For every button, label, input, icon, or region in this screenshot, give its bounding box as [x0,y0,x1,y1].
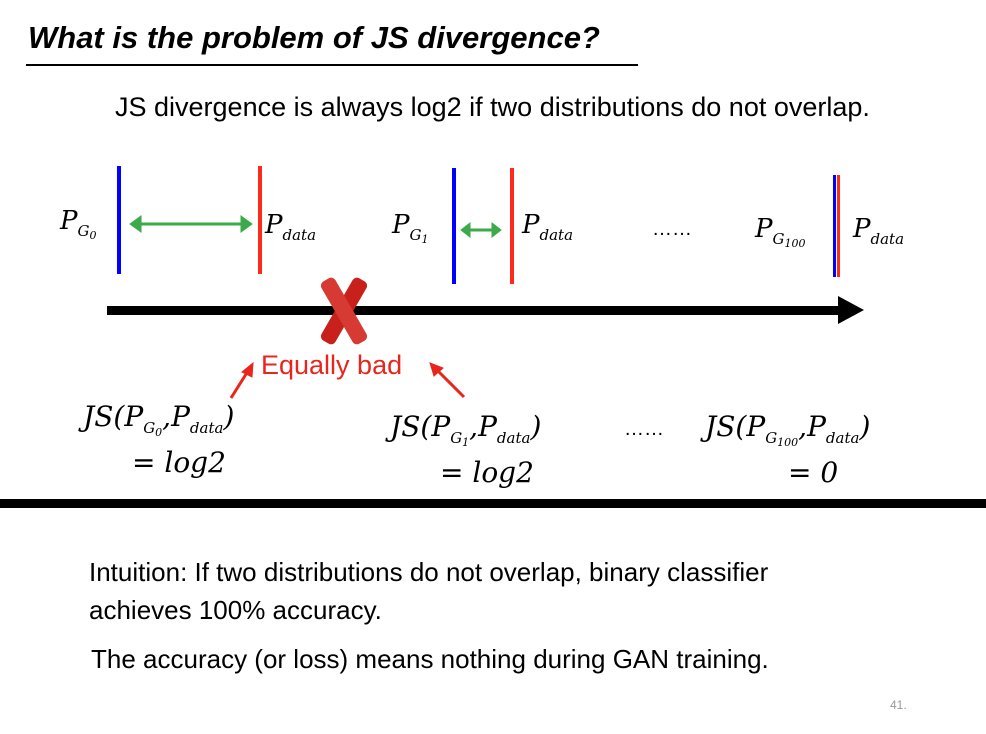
js-prefix: JS( [390,410,432,443]
js-expression-100: JS(PG100,Pdata) [705,410,870,449]
subscript: data [870,230,905,248]
slide-title: What is the problem of JS divergence? [28,20,600,55]
p-symbol: P [746,410,766,443]
conclusion: The accuracy (or loss) means nothing dur… [91,644,769,674]
subscript: data [825,429,860,447]
comma: , [469,410,479,443]
label-pg1: PG1 [392,210,428,246]
g-symbol: G [409,226,422,244]
subscript: 1 [421,233,429,246]
g-symbol: G [772,230,785,248]
g-symbol: G [143,419,156,437]
subscript: 1 [462,436,470,449]
subscript: 100 [777,436,799,449]
p-symbol: P [755,214,773,244]
subtitle: JS divergence is always log2 if two dist… [115,92,870,122]
g-symbol: G [77,222,90,240]
close-paren: ) [530,410,542,443]
p-symbol: P [124,400,144,433]
comma: , [162,400,172,433]
js-expression-1: JS(PG1,Pdata) [390,410,541,449]
subscript: 0 [89,229,97,242]
subscript: data [496,429,531,447]
double-arrow-1 [460,221,502,239]
subscript: 0 [155,426,163,439]
p-symbol: P [431,410,451,443]
subscript: data [282,226,317,244]
annotation-equally-bad: Equally bad [261,350,403,380]
close-paren: ) [859,410,871,443]
p-symbol: P [853,214,871,244]
intuition-line-2: achieves 100% accuracy. [89,595,382,625]
g-symbol: G [450,429,463,447]
p-symbol: P [522,210,540,240]
js-result-1: = log2 [440,456,534,489]
cross-icon [320,277,368,345]
p-symbol: P [60,206,78,236]
p-symbol: P [265,210,283,240]
label-pdata-0: Pdata [265,210,316,244]
title-underline [26,64,638,66]
label-pg0: PG0 [60,206,96,242]
js-prefix: JS( [705,410,747,443]
timeline-arrow [107,296,864,324]
pg100-line [833,175,836,277]
pg0-line [117,166,121,274]
comma: , [798,410,808,443]
ellipsis: …… [652,218,692,240]
p-symbol: P [807,410,826,443]
annotation-arrows [229,361,466,399]
p-symbol: P [478,410,497,443]
label-pdata-1: Pdata [522,210,573,244]
js-prefix: JS( [83,400,125,433]
js-result-100: = 0 [788,456,839,489]
close-paren: ) [223,400,235,433]
pg1-line [452,168,456,284]
pdata-line-1 [510,168,514,284]
subscript: data [189,419,224,437]
double-arrow-0 [129,215,253,233]
pdata-line-100 [837,175,840,277]
divider [0,499,986,508]
js-expression-0: JS(PG0,Pdata) [83,400,234,439]
label-pg100: PG100 [755,214,805,250]
g-symbol: G [765,429,778,447]
subscript: 100 [784,237,806,250]
p-symbol: P [171,400,190,433]
js-ellipsis: …… [624,418,664,440]
subscript: data [539,226,574,244]
intuition-line-1: Intuition: If two distributions do not o… [89,557,769,587]
page-number: 41. [890,698,907,712]
label-pdata-100: Pdata [853,214,904,248]
p-symbol: P [392,210,410,240]
js-result-0: = log2 [132,446,226,479]
pdata-line-0 [258,166,262,274]
